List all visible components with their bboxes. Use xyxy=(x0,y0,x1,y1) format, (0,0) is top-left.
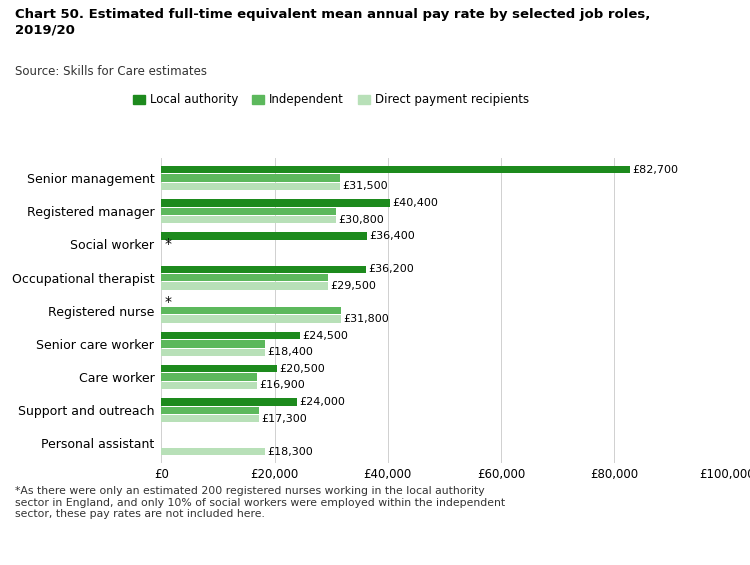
Text: £29,500: £29,500 xyxy=(331,281,376,291)
Bar xyxy=(161,274,328,281)
Bar xyxy=(161,199,390,207)
Text: *: * xyxy=(165,295,172,310)
Bar xyxy=(161,182,340,190)
Bar xyxy=(161,365,278,372)
Text: £30,800: £30,800 xyxy=(338,215,384,224)
Text: Chart 50. Estimated full-time equivalent mean annual pay rate by selected job ro: Chart 50. Estimated full-time equivalent… xyxy=(15,8,650,37)
Bar xyxy=(161,175,340,182)
Bar xyxy=(161,415,260,422)
Text: *: * xyxy=(165,237,172,251)
Text: £18,400: £18,400 xyxy=(268,347,314,357)
Bar xyxy=(161,398,297,406)
Text: £20,500: £20,500 xyxy=(280,364,326,374)
Bar xyxy=(161,216,336,223)
Bar xyxy=(161,315,341,323)
Text: £40,400: £40,400 xyxy=(392,198,438,208)
Bar xyxy=(161,232,368,240)
Text: £24,500: £24,500 xyxy=(302,331,348,341)
Text: £82,700: £82,700 xyxy=(632,165,678,175)
Bar xyxy=(161,448,265,455)
Text: £24,000: £24,000 xyxy=(299,397,345,407)
Bar xyxy=(161,282,328,289)
Legend: Local authority, Independent, Direct payment recipients: Local authority, Independent, Direct pay… xyxy=(134,93,529,106)
Bar xyxy=(161,349,266,356)
Text: Source: Skills for Care estimates: Source: Skills for Care estimates xyxy=(15,65,207,78)
Bar xyxy=(161,382,257,389)
Text: £31,800: £31,800 xyxy=(344,314,389,324)
Bar xyxy=(161,373,257,381)
Bar xyxy=(161,266,366,273)
Bar xyxy=(161,332,300,339)
Bar xyxy=(161,340,266,347)
Text: £18,300: £18,300 xyxy=(267,447,313,457)
Bar xyxy=(161,407,260,414)
Bar xyxy=(161,307,341,314)
Text: £36,200: £36,200 xyxy=(368,264,414,274)
Text: £16,900: £16,900 xyxy=(260,380,305,390)
Text: £31,500: £31,500 xyxy=(342,181,388,192)
Text: £36,400: £36,400 xyxy=(370,231,416,241)
Bar xyxy=(161,166,629,173)
Text: £17,300: £17,300 xyxy=(262,414,308,424)
Text: *As there were only an estimated 200 registered nurses working in the local auth: *As there were only an estimated 200 reg… xyxy=(15,486,506,519)
Bar xyxy=(161,207,336,215)
